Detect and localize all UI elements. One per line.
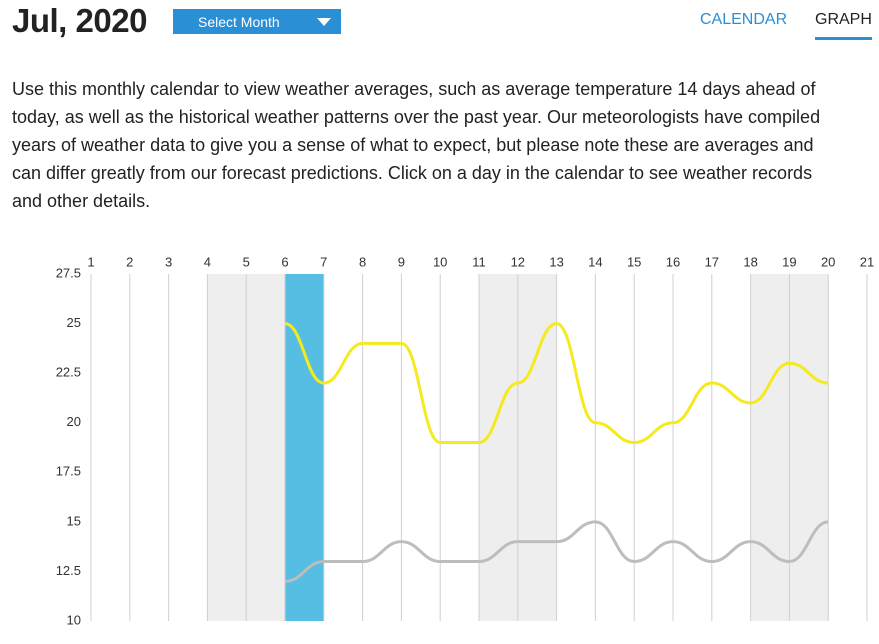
y-tick-label: 15 — [67, 513, 81, 528]
y-tick-label: 17.5 — [56, 464, 81, 479]
x-tick-label: 21 — [860, 254, 874, 269]
y-tick-label: 10 — [67, 612, 81, 627]
x-tick-label: 13 — [549, 254, 563, 269]
x-tick-label: 17 — [705, 254, 719, 269]
x-tick-label: 4 — [204, 254, 211, 269]
x-tick-label: 7 — [320, 254, 327, 269]
select-label: Select Month — [198, 14, 280, 30]
x-tick-label: 10 — [433, 254, 447, 269]
x-tick-label: 18 — [743, 254, 757, 269]
x-tick-label: 19 — [782, 254, 796, 269]
y-tick-label: 22.5 — [56, 365, 81, 380]
dropdown-arrow — [317, 18, 331, 26]
y-tick-label: 25 — [67, 315, 81, 330]
x-tick-label: 6 — [281, 254, 288, 269]
series-line — [284, 520, 829, 583]
month-select[interactable]: Select Month — [173, 9, 341, 34]
chart: 1 2 3 4 5 6 7 8 9 10 11 12 13 14 15 16 17 18 19 20 211012.51… — [56, 254, 875, 627]
graph-tab[interactable]: GRAPH — [815, 11, 872, 40]
x-tick-label: 1 — [87, 254, 94, 269]
y-tick-label: 12.5 — [56, 563, 81, 578]
x-tick-label: 2 — [126, 254, 133, 269]
x-tick-label: 20 — [821, 254, 835, 269]
x-tick-label: 16 — [666, 254, 680, 269]
month-title: Jul, 2020 — [12, 2, 147, 39]
x-tick-label: 15 — [627, 254, 641, 269]
x-tick-label: 12 — [511, 254, 525, 269]
x-tick-label: 8 — [359, 254, 366, 269]
x-tick-label: 11 — [472, 254, 486, 269]
x-tick-label: 9 — [398, 254, 405, 269]
x-tick-label: 5 — [243, 254, 250, 269]
calendar-tab[interactable]: CALENDAR — [700, 11, 788, 28]
x-tick-label: 3 — [165, 254, 172, 269]
x-tick-label: 14 — [588, 254, 602, 269]
description: Use this monthly calendar to view weathe… — [12, 79, 821, 211]
y-tick-label: 20 — [67, 414, 81, 429]
y-tick-label: 27.5 — [56, 265, 81, 280]
series-line — [284, 322, 829, 445]
